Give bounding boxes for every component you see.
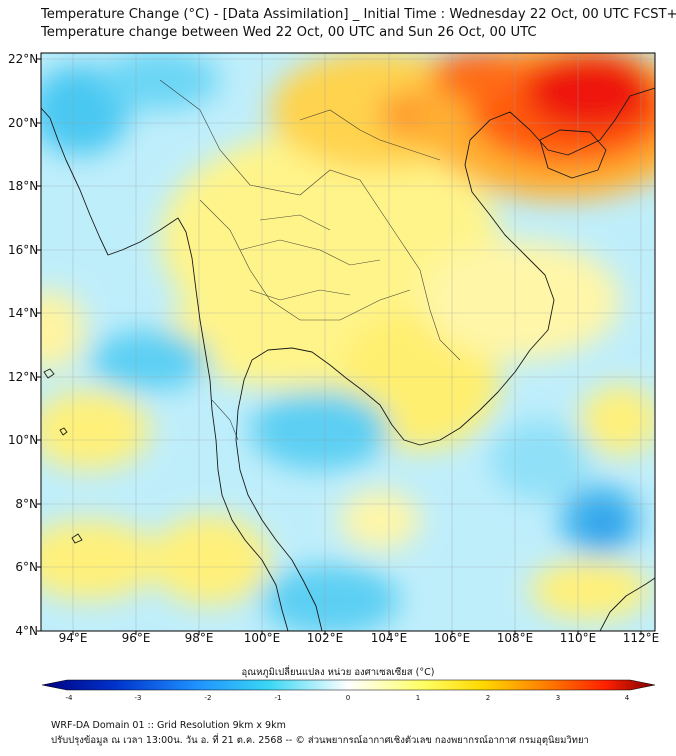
lon-label: 100°E (243, 631, 281, 645)
graticule (41, 53, 655, 631)
colorbar-tick: 3 (555, 694, 561, 702)
lat-label: 6°N (15, 560, 38, 574)
lat-label: 10°N (8, 433, 39, 447)
lat-label: 14°N (8, 306, 39, 320)
lon-label: 102°E (306, 631, 344, 645)
colorbar-tick: 4 (624, 694, 630, 702)
lon-label: 96°E (121, 631, 151, 645)
axis-ticks (37, 58, 642, 635)
colorbar-tick: -3 (134, 694, 142, 702)
colorbar-scale (41, 679, 656, 691)
colorbar-tick: 1 (415, 694, 421, 702)
lon-label: 98°E (184, 631, 214, 645)
lon-label: 106°E (433, 631, 471, 645)
lat-label: 20°N (8, 116, 39, 130)
colorbar-tick: 0 (345, 694, 351, 702)
lat-label: 18°N (8, 179, 39, 193)
model-info: WRF-DA Domain 01 :: Grid Resolution 9km … (51, 720, 286, 731)
lon-label: 94°E (58, 631, 88, 645)
lat-label: 8°N (15, 497, 38, 511)
colorbar-tick: 2 (485, 694, 491, 702)
lon-label: 108°E (496, 631, 534, 645)
colorbar-tick: -4 (65, 694, 73, 702)
colorbar-tick: -1 (274, 694, 282, 702)
borders (159, 79, 461, 441)
map-subtitle: Temperature change between Wed 22 Oct, 0… (41, 25, 537, 40)
lon-label: 104°E (370, 631, 408, 645)
lat-label: 4°N (15, 624, 38, 638)
colorbar-tick: -2 (204, 694, 212, 702)
lat-label: 12°N (8, 370, 39, 384)
map-frame (40, 52, 656, 632)
colorbar-title: อุณหภูมิเปลี่ยนแปลง หน่วย องศาเซลเซียส (… (241, 667, 435, 678)
lon-label: 110°E (559, 631, 597, 645)
update-credit: ปรับปรุงข้อมูล ณ เวลา 13:00น. วัน อ. ที่… (51, 735, 589, 746)
map-title: Temperature Change (°C) - [Data Assimila… (41, 7, 676, 22)
coastlines (41, 87, 655, 631)
temperature-field (41, 53, 655, 631)
lat-label: 16°N (8, 243, 39, 257)
lat-label: 22°N (8, 52, 39, 66)
lon-label: 112°E (622, 631, 660, 645)
colorbar (41, 679, 656, 691)
